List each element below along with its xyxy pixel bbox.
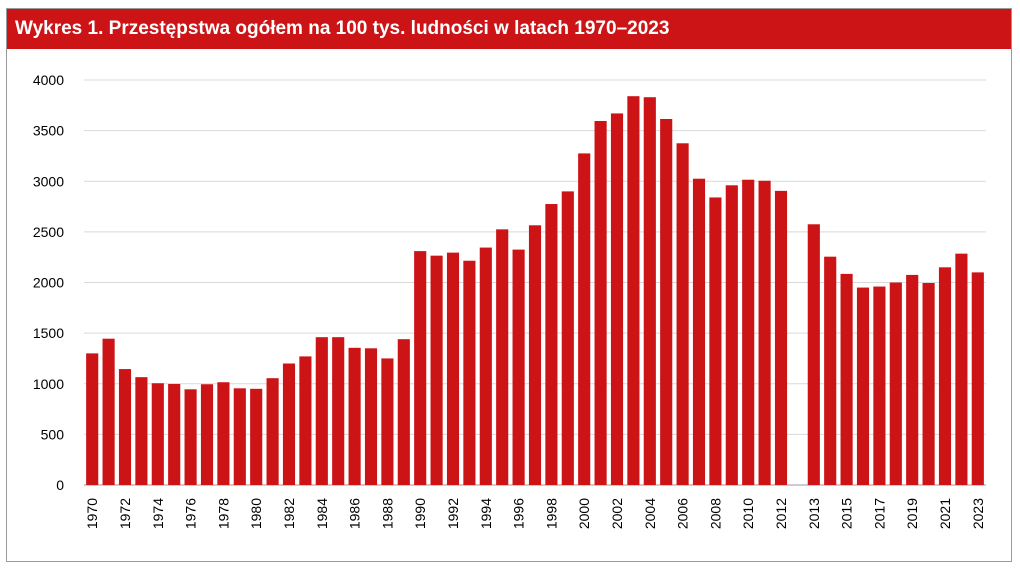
bar-1997 xyxy=(528,225,542,485)
x-tick-label: 1986 xyxy=(347,498,363,529)
bar-2004 xyxy=(643,97,656,486)
y-axis-labels: 0 500 1000 1500 2000 2500 3000 3500 4000 xyxy=(33,72,64,493)
x-axis-labels: 1970 1972 1974 1976 1978 1980 1982 1984 1986 1988… xyxy=(84,498,986,529)
bar-1974 xyxy=(151,383,164,485)
bar-2015 xyxy=(840,273,853,485)
bar-2021 xyxy=(938,267,952,485)
x-tick-label: 2006 xyxy=(675,498,691,529)
bar-2003 xyxy=(627,96,640,485)
bars xyxy=(86,96,984,486)
bar-2006 xyxy=(676,143,689,485)
bar-1984 xyxy=(315,337,328,485)
bar-1975 xyxy=(168,383,181,485)
bar-2013 xyxy=(807,224,820,485)
x-tick-label: 1994 xyxy=(478,498,494,529)
bar-1994 xyxy=(479,247,492,485)
x-tick-label: 2010 xyxy=(740,498,756,529)
x-tick-label: 2019 xyxy=(904,498,920,529)
bar-2012 xyxy=(774,190,788,485)
y-tick-label: 1000 xyxy=(33,376,64,392)
x-tick-label: 1972 xyxy=(117,498,133,529)
x-tick-label: 2021 xyxy=(937,498,953,529)
bar-1970 xyxy=(86,353,99,485)
bar-1973 xyxy=(135,377,148,485)
x-tick-label: 1976 xyxy=(183,498,199,529)
x-tick-label: 2015 xyxy=(839,498,855,529)
y-tick-label: 500 xyxy=(41,426,65,442)
bar-1991 xyxy=(430,255,443,485)
y-tick-label: 3000 xyxy=(33,173,64,189)
bar-1980 xyxy=(250,388,263,485)
x-tick-label: 2000 xyxy=(576,498,592,529)
y-tick-label: 4000 xyxy=(33,72,64,88)
bar-1977 xyxy=(200,384,214,485)
x-tick-label: 1984 xyxy=(314,498,330,529)
bar-1989 xyxy=(397,339,410,485)
bar-2014 xyxy=(824,256,837,485)
x-tick-label: 2012 xyxy=(773,498,789,529)
bar-1987 xyxy=(364,348,378,485)
x-tick-label: 1982 xyxy=(281,498,297,529)
bar-1999 xyxy=(561,191,574,485)
bar-1979 xyxy=(233,388,246,485)
bar-2019 xyxy=(906,274,919,485)
bar-2008 xyxy=(709,197,722,485)
x-tick-label: 2008 xyxy=(707,498,723,529)
bar-2005 xyxy=(660,118,673,485)
chart-title: Wykres 1. Przestępstwa ogółem na 100 tys… xyxy=(7,9,1011,49)
bar-1990 xyxy=(414,251,427,485)
x-tick-label: 2023 xyxy=(970,498,986,529)
x-tick-label: 1988 xyxy=(379,498,395,529)
bar-1972 xyxy=(118,369,132,485)
bar-2017 xyxy=(873,286,886,485)
x-tick-label: 2013 xyxy=(806,498,822,529)
x-tick-label: 2002 xyxy=(609,498,625,529)
bar-1971 xyxy=(102,338,115,485)
x-tick-label: 1998 xyxy=(543,498,559,529)
x-tick-label: 1996 xyxy=(511,498,527,529)
bar-1988 xyxy=(381,358,394,485)
bar-2020 xyxy=(922,283,935,485)
bar-1982 xyxy=(282,363,296,485)
bar-2018 xyxy=(889,282,902,485)
bar-1993 xyxy=(463,260,476,485)
bar-1992 xyxy=(446,252,460,485)
bar-2009 xyxy=(725,185,738,486)
bar-2016 xyxy=(856,287,870,485)
x-tick-label: 2017 xyxy=(871,498,887,529)
x-tick-label: 2004 xyxy=(642,498,658,529)
y-tick-label: 3500 xyxy=(33,123,64,139)
bar-1996 xyxy=(512,249,525,485)
bar-1986 xyxy=(348,347,361,485)
y-tick-label: 2000 xyxy=(33,275,64,291)
x-tick-label: 1992 xyxy=(445,498,461,529)
x-tick-label: 1990 xyxy=(412,498,428,529)
bar-2000 xyxy=(578,153,591,485)
bar-2010 xyxy=(742,179,755,485)
bar-1985 xyxy=(332,337,345,485)
y-tick-label: 2500 xyxy=(33,224,64,240)
x-tick-label: 1974 xyxy=(150,498,166,529)
bar-1998 xyxy=(545,204,558,485)
bar-1981 xyxy=(266,378,279,485)
y-tick-label: 1500 xyxy=(33,325,64,341)
y-tick-label: 0 xyxy=(56,477,64,493)
x-tick-label: 1980 xyxy=(248,498,264,529)
bar-2022 xyxy=(955,253,968,485)
bar-1978 xyxy=(217,382,230,485)
bar-2007 xyxy=(692,178,706,485)
bar-2023 xyxy=(971,272,984,485)
bar-2001 xyxy=(594,121,607,485)
x-tick-label: 1970 xyxy=(84,498,100,529)
bar-2002 xyxy=(610,113,624,485)
bar-2011 xyxy=(758,180,771,485)
bar-1995 xyxy=(496,229,509,485)
x-tick-label: 1978 xyxy=(215,498,231,529)
bar-1976 xyxy=(184,389,197,485)
bar-1983 xyxy=(299,356,312,485)
